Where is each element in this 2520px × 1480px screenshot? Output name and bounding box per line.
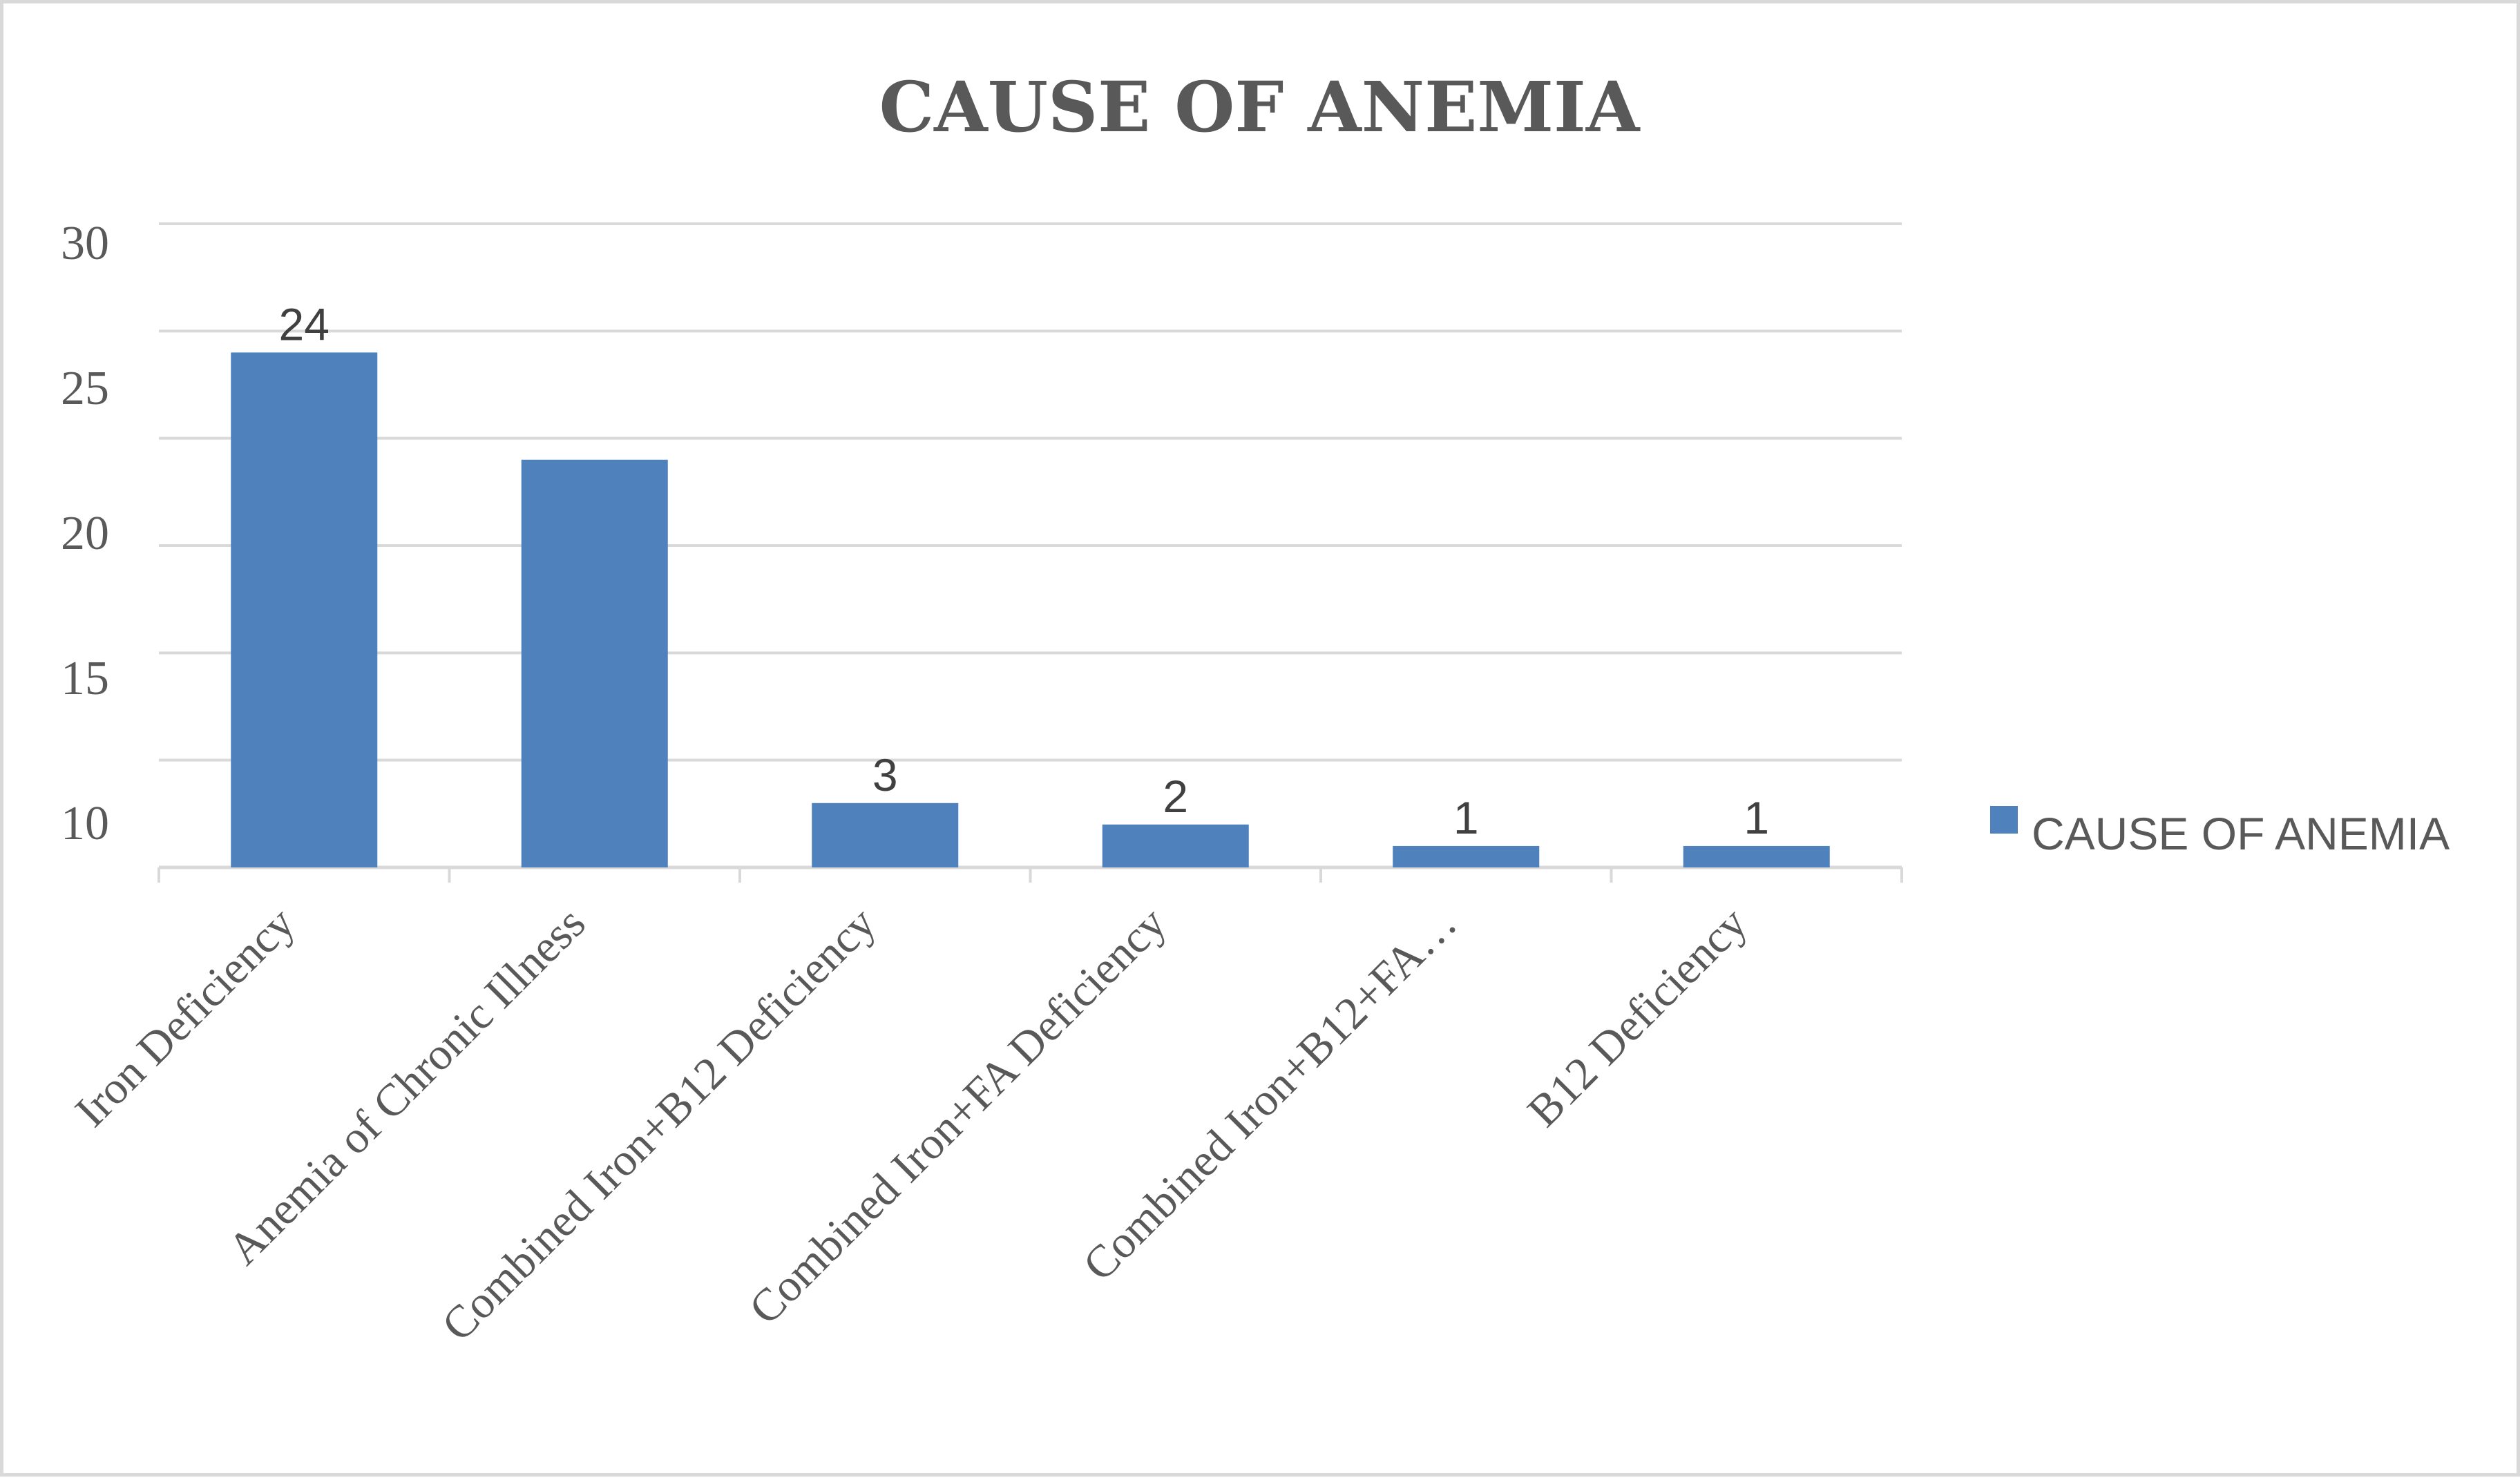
x-tick-label: Iron Deficiency — [66, 898, 305, 1137]
data-label: 1 — [1744, 792, 1769, 843]
bars — [231, 352, 1830, 867]
bar — [521, 459, 668, 867]
y-axis-tick-labels: 30 25 20 15 10 — [61, 217, 109, 850]
y-tick-label: 25 — [61, 362, 109, 415]
bar — [231, 352, 378, 867]
bar-chart: CAUSE OF ANEMIA 30 25 20 15 10 24 3 2 1 1 Iron D… — [61, 66, 2450, 1351]
legend-label: CAUSE OF ANEMIA — [2032, 808, 2450, 859]
bar — [1393, 845, 1540, 867]
bar — [1102, 824, 1249, 867]
legend-swatch — [1990, 806, 2018, 834]
data-label: 2 — [1163, 771, 1188, 822]
chart-title: CAUSE OF ANEMIA — [879, 66, 1641, 148]
data-label: 24 — [279, 298, 330, 349]
data-labels: 24 3 2 1 1 — [279, 298, 1770, 843]
y-tick-label: 30 — [61, 217, 109, 270]
gridlines — [159, 222, 1902, 762]
data-label: 3 — [872, 749, 898, 800]
y-tick-label: 10 — [61, 797, 109, 850]
x-tick-label: B12 Deficiency — [1518, 898, 1757, 1137]
y-tick-label: 15 — [61, 652, 109, 705]
data-label: 1 — [1453, 792, 1479, 843]
bar — [812, 803, 959, 867]
y-tick-label: 20 — [61, 507, 109, 560]
legend: CAUSE OF ANEMIA — [1990, 806, 2450, 859]
bar — [1683, 845, 1830, 867]
x-axis — [158, 865, 1903, 883]
